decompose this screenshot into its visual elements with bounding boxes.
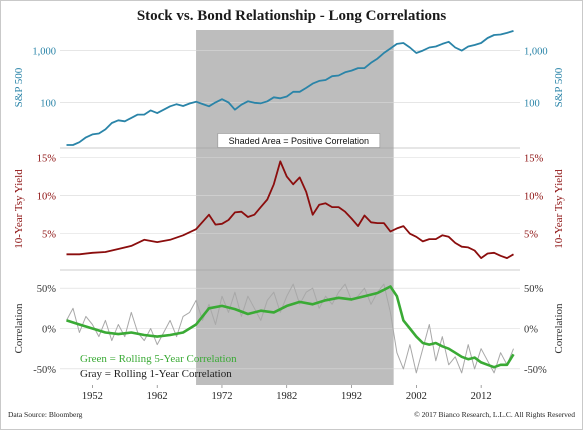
y-tick-label-right: 50%	[524, 284, 544, 295]
grid-layer	[60, 50, 520, 370]
shaded-area-label-box: Shaded Area = Positive Correlation	[217, 133, 381, 148]
x-tick-label: 1972	[211, 391, 232, 402]
series-layer	[66, 30, 515, 374]
y-tick-label-left: 50%	[37, 284, 57, 295]
sp500-line	[66, 30, 514, 146]
y-tick-label-left: 15%	[37, 154, 57, 165]
x-tick-label: 1992	[341, 391, 362, 402]
y-tick-label-left: 5%	[42, 230, 56, 241]
legend-green: Green = Rolling 5-Year Correlation	[80, 353, 237, 365]
shaded-area-label: Shaded Area = Positive Correlation	[229, 136, 369, 146]
x-tick-label: 1952	[82, 391, 103, 402]
legend-gray: Gray = Rolling 1-Year Correlation	[80, 368, 232, 380]
y-axis-label-right: S&P 500	[553, 67, 565, 107]
y-tick-label-right: -50%	[524, 365, 547, 376]
y-axis-label-right: Correlation	[553, 303, 565, 354]
rolling-1-year-correlation-line	[66, 283, 514, 374]
chart-title: Stock vs. Bond Relationship - Long Corre…	[137, 8, 447, 24]
y-tick-label-right: 0%	[524, 325, 538, 336]
y-tick-label-right: 100	[524, 98, 540, 109]
y-axis-label-left: Correlation	[13, 303, 25, 354]
data-source: Data Source: Bloomberg	[8, 410, 83, 419]
axis-layer: 100 100 1,000 1,000 S&P 500 S&P 500 5% 5% 10% 10%…	[13, 47, 565, 402]
y-tick-label-left: 10%	[37, 192, 57, 203]
x-tick-label: 2012	[471, 391, 492, 402]
x-tick-label: 2002	[406, 391, 427, 402]
y-axis-label-right: 10-Year Tsy Yield	[553, 169, 565, 249]
y-tick-label-right: 5%	[524, 230, 538, 241]
shaded-area-layer	[196, 30, 394, 385]
y-tick-label-left: 0%	[42, 325, 56, 336]
y-tick-label-right: 1,000	[524, 47, 548, 58]
y-tick-label-right: 15%	[524, 154, 544, 165]
copyright: © 2017 Bianco Research, L.L.C. All Right…	[414, 410, 575, 419]
y-tick-label-right: 10%	[524, 192, 544, 203]
y-tick-label-left: -50%	[33, 365, 56, 376]
y-axis-label-left: S&P 500	[13, 67, 25, 107]
y-axis-label-left: 10-Year Tsy Yield	[13, 169, 25, 249]
shaded-region	[196, 30, 394, 385]
x-tick-label: 1962	[147, 391, 168, 402]
y-tick-label-left: 100	[40, 98, 56, 109]
y-tick-label-left: 1,000	[32, 47, 56, 58]
yield-line	[66, 160, 514, 260]
x-tick-label: 1982	[276, 391, 297, 402]
rolling-5-year-correlation-line	[66, 285, 515, 369]
